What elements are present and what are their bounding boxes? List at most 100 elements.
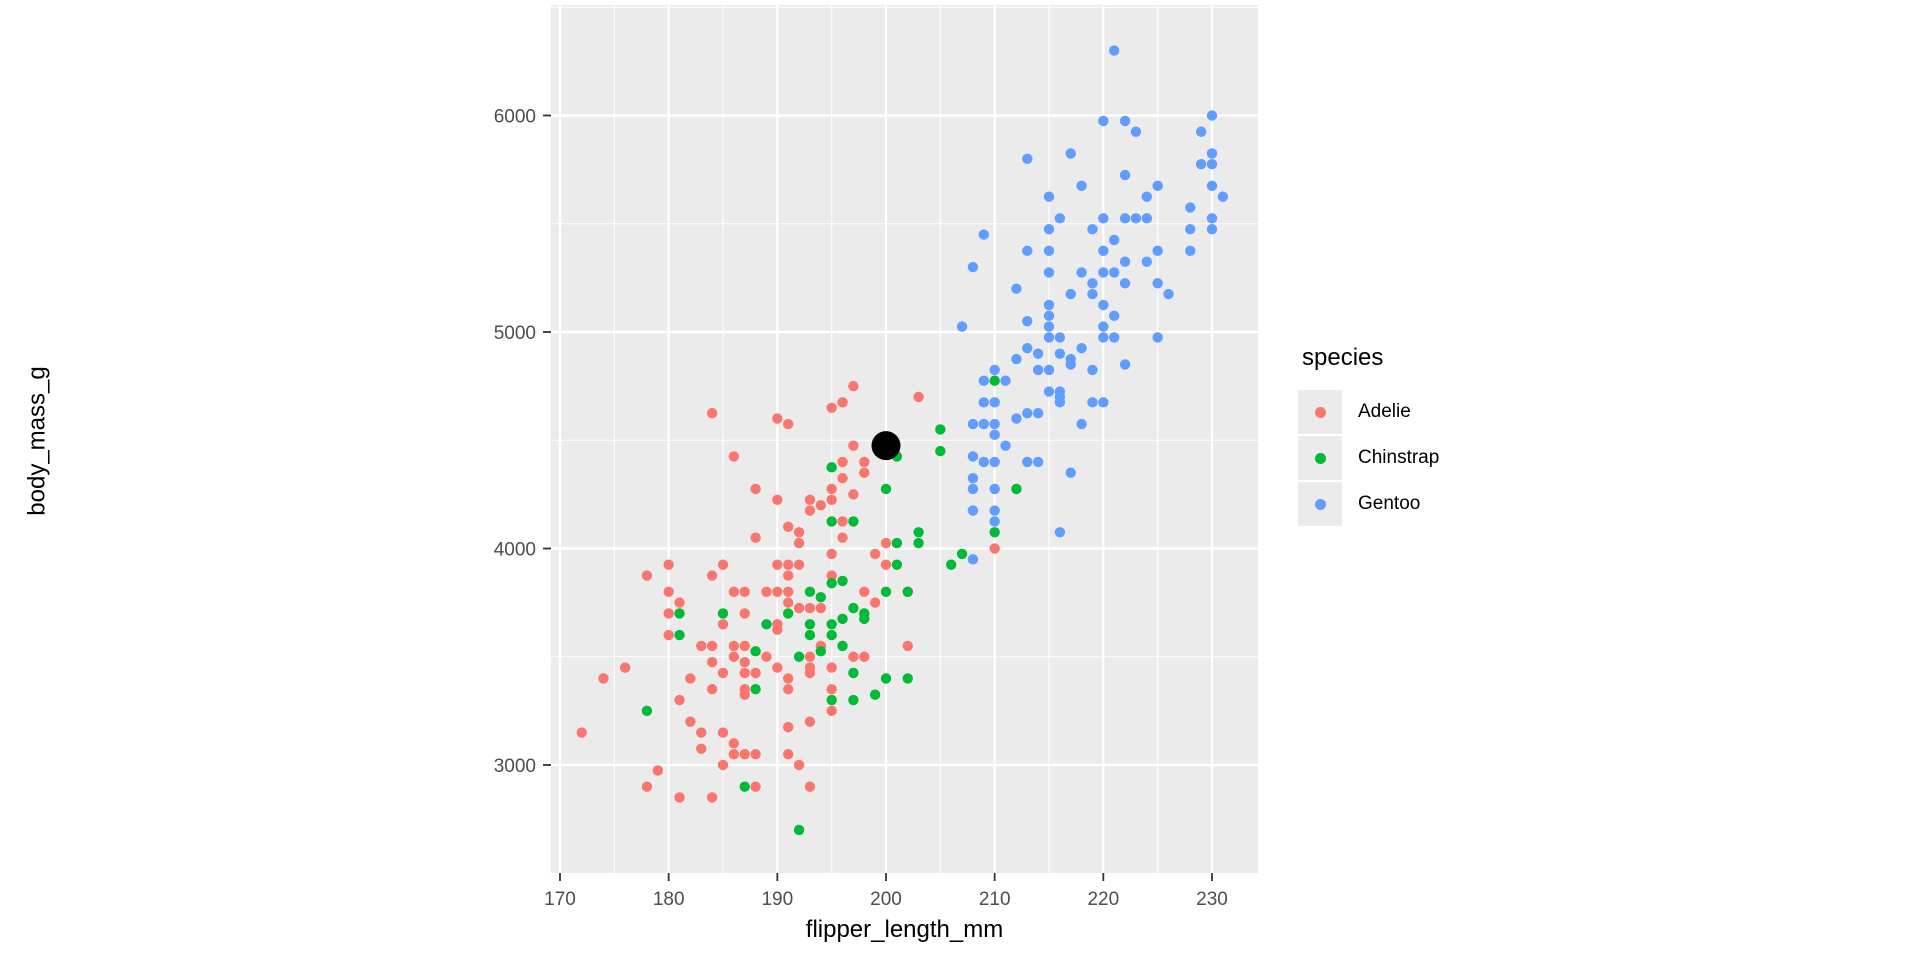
scatter-point [967, 261, 979, 273]
scatter-point [935, 445, 946, 457]
scatter-point [989, 543, 1000, 554]
scatter-point [1119, 115, 1131, 127]
scatter-point [717, 727, 729, 738]
scatter-point [978, 375, 990, 386]
scatter-point [674, 629, 685, 641]
scatter-point [804, 586, 816, 597]
scatter-point [783, 684, 794, 695]
scatter-point [1141, 213, 1153, 224]
scatter-point [739, 586, 750, 597]
scatter-point [783, 570, 794, 581]
scatter-point [804, 629, 816, 641]
scatter-point [685, 673, 696, 684]
scatter-point [1043, 386, 1055, 397]
scatter-point [1130, 213, 1142, 224]
scatter-point [978, 456, 990, 468]
scatter-point [804, 619, 816, 630]
scatter-point [1011, 483, 1022, 495]
scatter-point [1098, 299, 1109, 311]
scatter-point [663, 629, 674, 641]
scatter-point [826, 548, 837, 560]
scatter-point [1022, 407, 1033, 419]
scatter-point [1043, 299, 1055, 311]
scatter-point [826, 694, 837, 706]
legend-title: species [1302, 344, 1384, 371]
scatter-point [815, 602, 827, 614]
scatter-point [1206, 180, 1218, 192]
scatter-point [696, 640, 707, 652]
x-tick-label: 190 [761, 889, 793, 910]
scatter-point [826, 494, 837, 505]
scatter-point [1022, 245, 1033, 257]
scatter-point [826, 402, 837, 413]
scatter-point [793, 824, 805, 836]
scatter-point [880, 586, 892, 597]
legend-key-box [1298, 482, 1342, 526]
scatter-point [989, 483, 1000, 495]
scatter-point [1152, 245, 1163, 257]
scatter-point [783, 608, 794, 619]
scatter-point [859, 613, 870, 625]
scatter-point [1087, 278, 1098, 289]
scatter-point [848, 667, 859, 679]
scatter-point [848, 516, 859, 527]
scatter-point [859, 651, 870, 662]
scatter-point [761, 651, 772, 662]
adelie-dot-icon [1314, 406, 1326, 418]
scatter-point [793, 527, 805, 538]
scatter-point [783, 748, 794, 760]
legend-key-box [1298, 390, 1342, 434]
scatter-point [1195, 126, 1207, 137]
scatter-point [739, 640, 750, 652]
scatter-point [1043, 245, 1055, 257]
scatter-point [891, 537, 903, 549]
scatter-point [663, 559, 674, 570]
scatter-point [1065, 148, 1076, 159]
scatter-point [1043, 332, 1055, 343]
scatter-point [1152, 332, 1163, 343]
scatter-point [1185, 202, 1196, 213]
scatter-point [859, 586, 870, 597]
scatter-point [967, 554, 979, 565]
scatter-point [869, 597, 881, 608]
scatter-point [967, 505, 979, 516]
scatter-point [1076, 343, 1087, 354]
scatter-point [848, 602, 859, 614]
scatter-point [913, 537, 924, 549]
scatter-point [717, 667, 729, 679]
scatter-point [967, 451, 979, 462]
scatter-point [978, 397, 990, 408]
legend-item-chinstrap: Chinstrap [1298, 436, 1439, 480]
scatter-point [674, 608, 685, 619]
scatter-point [772, 662, 783, 673]
scatter-point [1043, 310, 1055, 321]
scatter-point [1152, 180, 1163, 192]
scatter-point [1043, 223, 1055, 235]
scatter-point [706, 684, 718, 695]
axes: 170 180 190 200 210 220 230 3000 4000 5000 6000 [494, 107, 1228, 911]
scatter-point [989, 364, 1000, 376]
scatter-point [1206, 148, 1218, 159]
scatter-point [1054, 397, 1066, 408]
scatter-point [761, 619, 772, 630]
scatter-point [1087, 364, 1098, 376]
scatter-point [1185, 223, 1196, 235]
scatter-point [728, 640, 740, 652]
scatter-point [717, 608, 729, 619]
scatter-point [1119, 169, 1131, 181]
scatter-point [1032, 456, 1044, 468]
scatter-point [989, 418, 1000, 430]
y-axis-title: body_mass_g [23, 366, 51, 516]
scatter-point [837, 516, 848, 527]
scatter-point [1076, 180, 1087, 192]
scatter-point [1098, 245, 1109, 257]
scatter-point [956, 548, 968, 560]
scatter-point [739, 608, 750, 619]
scatter-point [739, 656, 750, 668]
x-tick-label: 210 [979, 889, 1011, 910]
legend-key-box [1298, 436, 1342, 480]
scatter-point [837, 397, 848, 408]
scatter-point [902, 673, 913, 684]
scatter-point [1043, 364, 1055, 376]
